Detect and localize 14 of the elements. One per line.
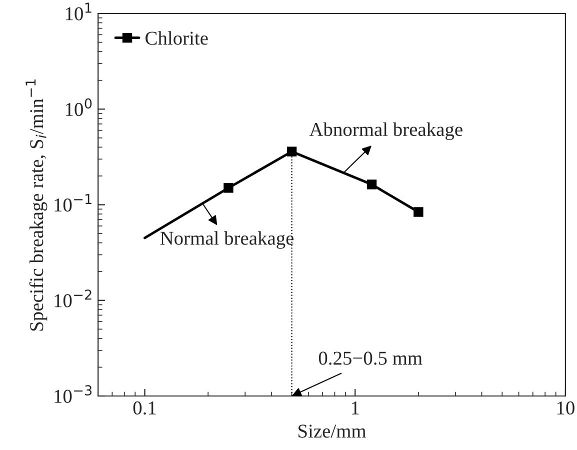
annotation: Normal breakage: [160, 231, 294, 249]
y-tick-label: 10$^{−1}$: [54, 194, 92, 212]
x-tick-label: 0.1: [133, 401, 156, 415]
y-axis-title: Specific breakage rate, S$_{i}$/min$^{−1}$: [26, 80, 48, 331]
y-tick-label: 10$^{−2}$: [54, 290, 92, 308]
y-tick-label: 10$^{1}$: [66, 2, 92, 20]
x-axis-title: Size/mm: [298, 424, 366, 438]
x-tick-label: 1: [352, 402, 359, 414]
y-tick-label: 10$^{−3}$: [54, 385, 92, 403]
legend-label: Chlorite: [146, 31, 208, 45]
y-tick-label: 10$^{0}$: [66, 98, 92, 116]
annotation: 0.25−0.5 mm: [318, 352, 422, 365]
x-tick-label: 10: [557, 401, 574, 415]
annotation: Abnormal breakage: [309, 122, 462, 140]
